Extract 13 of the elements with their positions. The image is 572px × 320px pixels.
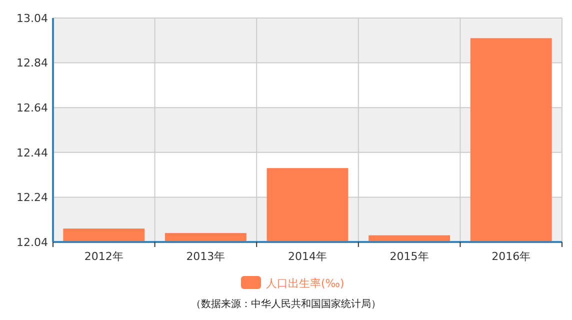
text: （数据来源：中华人民共和国国家统计局） xyxy=(191,298,381,310)
x-tick-label: 2012年 xyxy=(84,250,124,263)
y-tick-label: 12.24 xyxy=(16,191,48,204)
x-tick-label: 2016年 xyxy=(492,250,531,263)
y-tick-label: 12.64 xyxy=(16,101,48,114)
y-tick-label: 13.04 xyxy=(16,12,48,25)
x-tick-label: 2014年 xyxy=(288,250,327,263)
x-tick-label: 2013年 xyxy=(186,250,226,263)
legend-label: 人口出生率(‰) xyxy=(266,276,344,290)
y-tick-label: 12.84 xyxy=(16,56,48,70)
x-tick-label: 2015年 xyxy=(390,250,429,263)
y-tick-label: 12.44 xyxy=(16,146,48,160)
y-tick-label: 12.04 xyxy=(16,236,48,249)
